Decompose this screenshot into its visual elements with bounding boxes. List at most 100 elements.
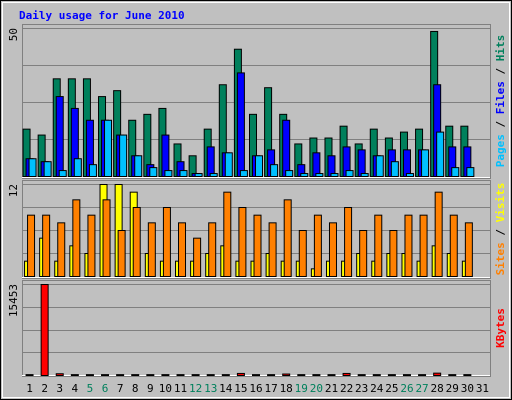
bar [147, 222, 156, 277]
bar [72, 199, 81, 277]
x-tick-label: 18 [280, 382, 293, 395]
bar [239, 170, 248, 178]
panel [22, 280, 491, 377]
x-tick-label: 23 [355, 382, 368, 395]
legend-separator: / [494, 61, 507, 81]
x-tick-label: 7 [117, 382, 124, 395]
bar [164, 170, 173, 178]
x-tick-label: 30 [461, 382, 474, 395]
bar [313, 214, 322, 278]
x-tick-label: 20 [310, 382, 323, 395]
legend-separator: / [494, 114, 507, 134]
bar [55, 373, 64, 377]
bar [238, 207, 247, 277]
bar [464, 222, 473, 277]
bar [330, 173, 339, 177]
bar [161, 374, 170, 376]
x-tick-label: 5 [87, 382, 94, 395]
bar [88, 164, 97, 178]
bar [25, 374, 34, 376]
x-tick-label: 25 [385, 382, 398, 395]
bar [402, 149, 411, 177]
y-tick-label: 50 [7, 28, 20, 41]
x-tick-label: 13 [204, 382, 217, 395]
x-tick-label: 27 [415, 382, 428, 395]
bar [206, 374, 215, 376]
legend-entry: Files [494, 81, 507, 114]
x-tick-label: 24 [370, 382, 384, 395]
legend-entry: Pages [494, 134, 507, 167]
bar [206, 146, 215, 177]
bar [27, 214, 36, 278]
bar [448, 374, 457, 376]
bar [224, 152, 233, 178]
bar [149, 167, 158, 177]
bar [312, 152, 321, 178]
x-tick-label: 6 [102, 382, 109, 395]
bar [42, 214, 51, 278]
bar [268, 222, 277, 277]
bar [252, 374, 260, 376]
x-tick-label: 4 [72, 382, 79, 395]
bar [43, 161, 52, 177]
bar [297, 374, 306, 376]
legend-separator: / [494, 222, 507, 242]
bar [209, 173, 218, 177]
bar [221, 374, 230, 376]
bar [116, 374, 125, 376]
legend: Sites / Visits [494, 183, 507, 276]
bar [390, 161, 399, 177]
bar [359, 230, 368, 277]
bar [451, 167, 460, 177]
bar [236, 72, 245, 177]
bar [70, 374, 79, 376]
bar [434, 191, 443, 278]
bar [236, 372, 245, 376]
bar [101, 374, 110, 376]
bar [436, 131, 445, 178]
bar [418, 374, 427, 376]
bar [223, 191, 232, 278]
x-tick-label: 10 [159, 382, 172, 395]
bar [404, 214, 413, 278]
x-tick-label: 1 [26, 382, 33, 395]
x-tick-label: 14 [219, 382, 233, 395]
y-tick-label: 12 [7, 184, 20, 197]
bar [283, 199, 292, 277]
x-tick-label: 22 [340, 382, 353, 395]
bar [132, 207, 141, 277]
x-tick-label: 2 [41, 382, 48, 395]
bar [372, 374, 381, 376]
x-tick-label: 26 [400, 382, 413, 395]
bar [178, 222, 187, 277]
bar [374, 214, 383, 278]
bar [208, 222, 217, 277]
bar [191, 374, 200, 376]
bar [389, 230, 398, 277]
bar [300, 173, 309, 177]
bar [134, 155, 143, 177]
x-tick-label: 3 [56, 382, 63, 395]
bar [312, 374, 321, 376]
bar [402, 374, 411, 376]
bar [73, 158, 82, 178]
bar [449, 214, 458, 278]
bar [433, 372, 442, 376]
bar [102, 199, 111, 277]
bar [345, 170, 354, 178]
x-tick-label: 12 [189, 382, 202, 395]
bar [162, 207, 171, 277]
bar [270, 164, 279, 178]
legend-entry: Hits [494, 35, 507, 62]
bar [357, 374, 366, 376]
bar [285, 170, 294, 178]
x-tick-label: 19 [295, 382, 308, 395]
bar [28, 158, 37, 178]
bar [58, 170, 67, 178]
bar [328, 222, 337, 277]
x-tick-label: 8 [132, 382, 139, 395]
bar [315, 173, 324, 177]
bar [466, 167, 475, 177]
bar [360, 173, 369, 177]
